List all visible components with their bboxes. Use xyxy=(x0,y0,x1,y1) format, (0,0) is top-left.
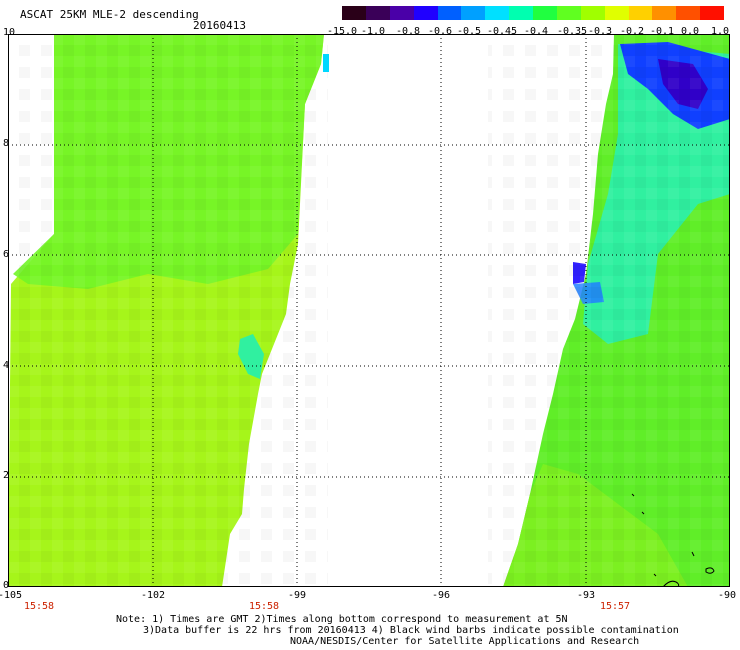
map-plot xyxy=(8,34,730,587)
colorbar-label: -0.3 xyxy=(587,26,613,37)
coastline xyxy=(631,493,715,587)
plot-frame xyxy=(8,34,730,587)
colorbar-label: -0.2 xyxy=(619,26,645,37)
colorbar-cell xyxy=(389,6,414,20)
right-swath-texture xyxy=(488,34,730,587)
y-tick-label: 0 xyxy=(3,580,10,591)
left-swath-edge-spot xyxy=(323,54,329,72)
product-date: 20160413 xyxy=(193,19,246,32)
wind-barb-mark xyxy=(653,573,657,577)
y-tick-label: 6 xyxy=(3,249,10,260)
note-line-1: Note: 1) Times are GMT 2)Times along bot… xyxy=(116,614,568,625)
colorbar-label: -15.0 xyxy=(326,26,358,37)
island-outline xyxy=(705,567,715,574)
product-title: ASCAT 25KM MLE-2 descending xyxy=(20,8,199,21)
colorbar-label: 1.0 xyxy=(710,26,730,37)
lat-lon-grid xyxy=(8,34,730,587)
colorbar-labels: -15.0 -1.0 -0.8 -0.6 -0.5 -0.45 -0.4 -0.… xyxy=(326,26,734,38)
time-label: 15:57 xyxy=(599,601,631,612)
x-tick-label: -93 xyxy=(576,590,596,601)
x-tick-label: -102 xyxy=(140,590,166,601)
note-line-2: 3)Data buffer is 22 hrs from 20160413 4)… xyxy=(143,625,679,636)
colorbar-label: -0.1 xyxy=(649,26,675,37)
time-label: 15:58 xyxy=(23,601,55,612)
y-tick-label: 2 xyxy=(3,470,10,481)
left-swath-texture xyxy=(8,34,328,587)
colorbar-cell xyxy=(604,6,629,20)
colorbar-label: -1.0 xyxy=(360,26,386,37)
colorbar xyxy=(342,6,724,20)
note-line-3: NOAA/NESDIS/Center for Satellite Applica… xyxy=(290,636,640,647)
colorbar-label: 0.0 xyxy=(680,26,700,37)
colorbar-label: -0.8 xyxy=(395,26,421,37)
map-canvas xyxy=(8,34,730,587)
coastline-segment xyxy=(662,580,680,587)
y-tick-label: 4 xyxy=(3,360,10,371)
colorbar-cell xyxy=(365,6,390,20)
colorbar-cell xyxy=(413,6,438,20)
time-label: 15:58 xyxy=(248,601,280,612)
colorbar-cell xyxy=(652,6,677,20)
y-tick-label: 10 xyxy=(3,27,16,38)
colorbar-cell xyxy=(556,6,581,20)
colorbar-label: -0.35 xyxy=(556,26,588,37)
colorbar-label: -0.6 xyxy=(427,26,453,37)
x-tick-label: -99 xyxy=(287,590,307,601)
colorbar-cell xyxy=(580,6,605,20)
x-tick-label: -90 xyxy=(717,590,737,601)
colorbar-cell xyxy=(628,6,653,20)
colorbar-label: -0.5 xyxy=(456,26,482,37)
wind-barb-mark xyxy=(641,511,645,515)
colorbar-cell xyxy=(485,6,510,20)
colorbar-cell xyxy=(700,6,724,20)
colorbar-label: -0.4 xyxy=(523,26,549,37)
colorbar-cell xyxy=(342,6,366,20)
colorbar-label: -0.45 xyxy=(486,26,518,37)
wind-barb-mark xyxy=(631,493,635,497)
colorbar-cell xyxy=(461,6,486,20)
island-outline xyxy=(691,551,695,557)
left-swath-cyan-spot xyxy=(238,334,264,379)
colorbar-cell xyxy=(533,6,557,20)
x-tick-label: -96 xyxy=(431,590,451,601)
colorbar-cell xyxy=(676,6,701,20)
colorbar-cell xyxy=(437,6,462,20)
x-tick-label: -105 xyxy=(0,590,23,601)
y-tick-label: 8 xyxy=(3,138,10,149)
colorbar-cell xyxy=(509,6,533,20)
